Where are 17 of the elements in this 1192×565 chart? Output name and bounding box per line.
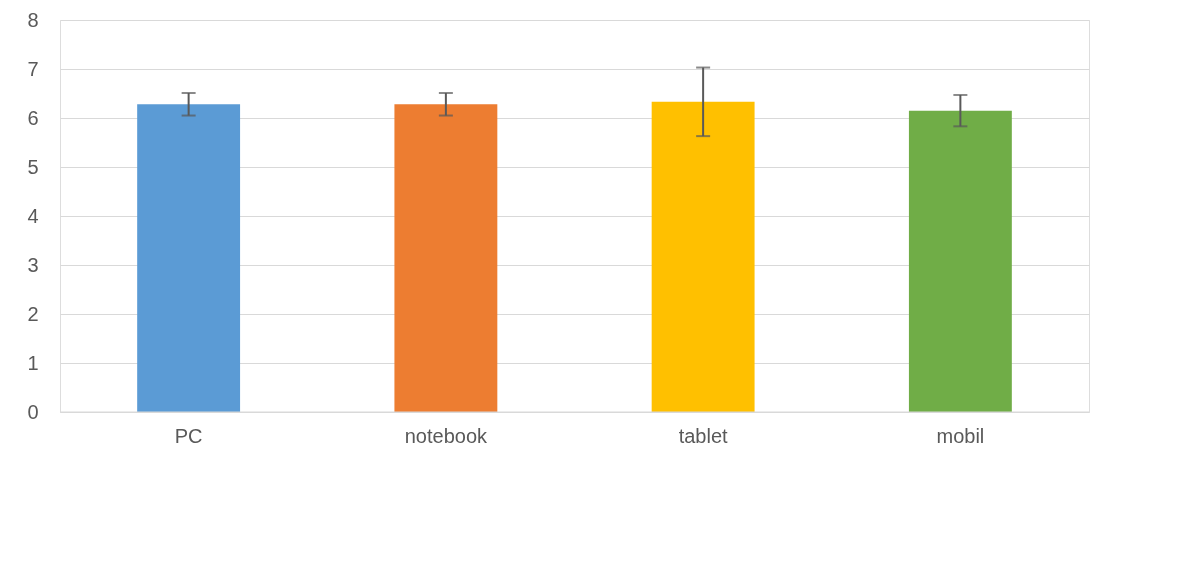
- x-tick-label: notebook: [404, 424, 489, 447]
- y-tick-label: 4: [27, 204, 39, 227]
- y-tick-label: 8: [27, 8, 39, 31]
- x-tick-label: mobil: [936, 424, 985, 447]
- bar: [908, 110, 1012, 412]
- bar: [137, 104, 241, 412]
- y-tick-label: 5: [27, 155, 39, 178]
- y-tick-label: 0: [27, 400, 39, 423]
- y-tick-label: 7: [27, 57, 39, 80]
- bar: [651, 101, 755, 412]
- y-tick-label: 6: [27, 106, 39, 129]
- y-tick-label: 1: [27, 351, 39, 374]
- x-tick-label: tablet: [678, 424, 729, 447]
- bar: [394, 104, 498, 412]
- y-tick-label: 2: [27, 302, 39, 325]
- x-tick-label: PC: [174, 424, 203, 447]
- y-tick-label: 3: [27, 253, 39, 276]
